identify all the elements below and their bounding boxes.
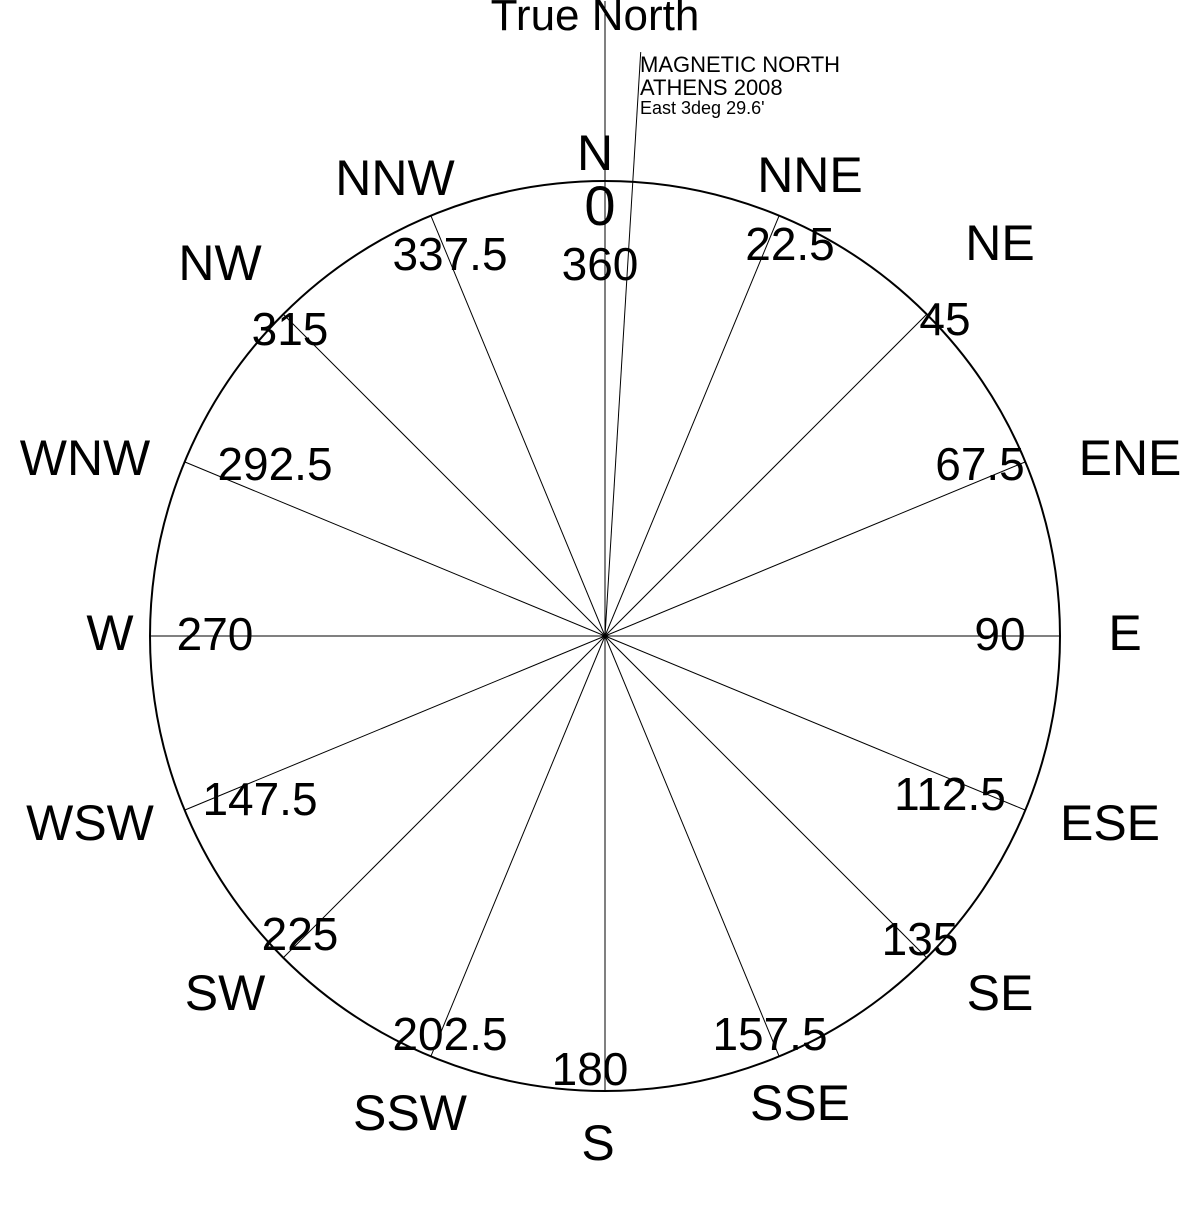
radial-line <box>431 636 605 1056</box>
radial-line <box>605 636 779 1056</box>
direction-label: SSE <box>750 1075 850 1131</box>
degree-label: 45 <box>919 293 970 345</box>
direction-label: ESE <box>1060 795 1160 851</box>
direction-label: WSW <box>26 795 155 851</box>
magnetic-north-label-3: East 3deg 29.6' <box>640 98 765 118</box>
degree-label: 147.5 <box>202 773 317 825</box>
direction-label: N <box>577 125 613 181</box>
degree-label-360: 360 <box>562 238 639 290</box>
radial-line <box>605 636 927 958</box>
direction-label: NNW <box>335 150 455 206</box>
degree-label: 135 <box>882 913 959 965</box>
direction-label: E <box>1108 605 1141 661</box>
direction-label: NE <box>965 215 1034 271</box>
direction-label: SE <box>967 965 1034 1021</box>
direction-label: WNW <box>20 430 151 486</box>
degree-label: 112.5 <box>894 768 1006 820</box>
degree-label: 22.5 <box>745 218 835 270</box>
degree-label: 292.5 <box>217 438 332 490</box>
degree-label: 225 <box>262 908 339 960</box>
degree-label: 157.5 <box>712 1008 827 1060</box>
direction-label: ENE <box>1079 430 1182 486</box>
direction-label: NNE <box>757 147 863 203</box>
direction-label: S <box>581 1115 614 1171</box>
degree-label: 337.5 <box>392 228 507 280</box>
magnetic-north-label-1: MAGNETIC NORTH <box>640 52 840 77</box>
direction-label: NW <box>178 235 262 291</box>
true-north-label: True North <box>491 0 700 40</box>
direction-label: W <box>86 605 134 661</box>
magnetic-north-label-2: ATHENS 2008 <box>640 75 783 100</box>
degree-label: 315 <box>252 303 329 355</box>
degree-label: 180 <box>552 1043 629 1095</box>
compass-rose: True North MAGNETIC NORTHATHENS 2008East … <box>0 0 1200 1213</box>
radial-line <box>605 314 927 636</box>
direction-label: SW <box>185 965 266 1021</box>
degree-label: 202.5 <box>392 1008 507 1060</box>
degree-label: 270 <box>177 608 254 660</box>
degree-label-0: 0 <box>584 174 615 237</box>
direction-label: SSW <box>353 1085 468 1141</box>
degree-label: 90 <box>974 608 1025 660</box>
degree-label: 67.5 <box>935 438 1025 490</box>
